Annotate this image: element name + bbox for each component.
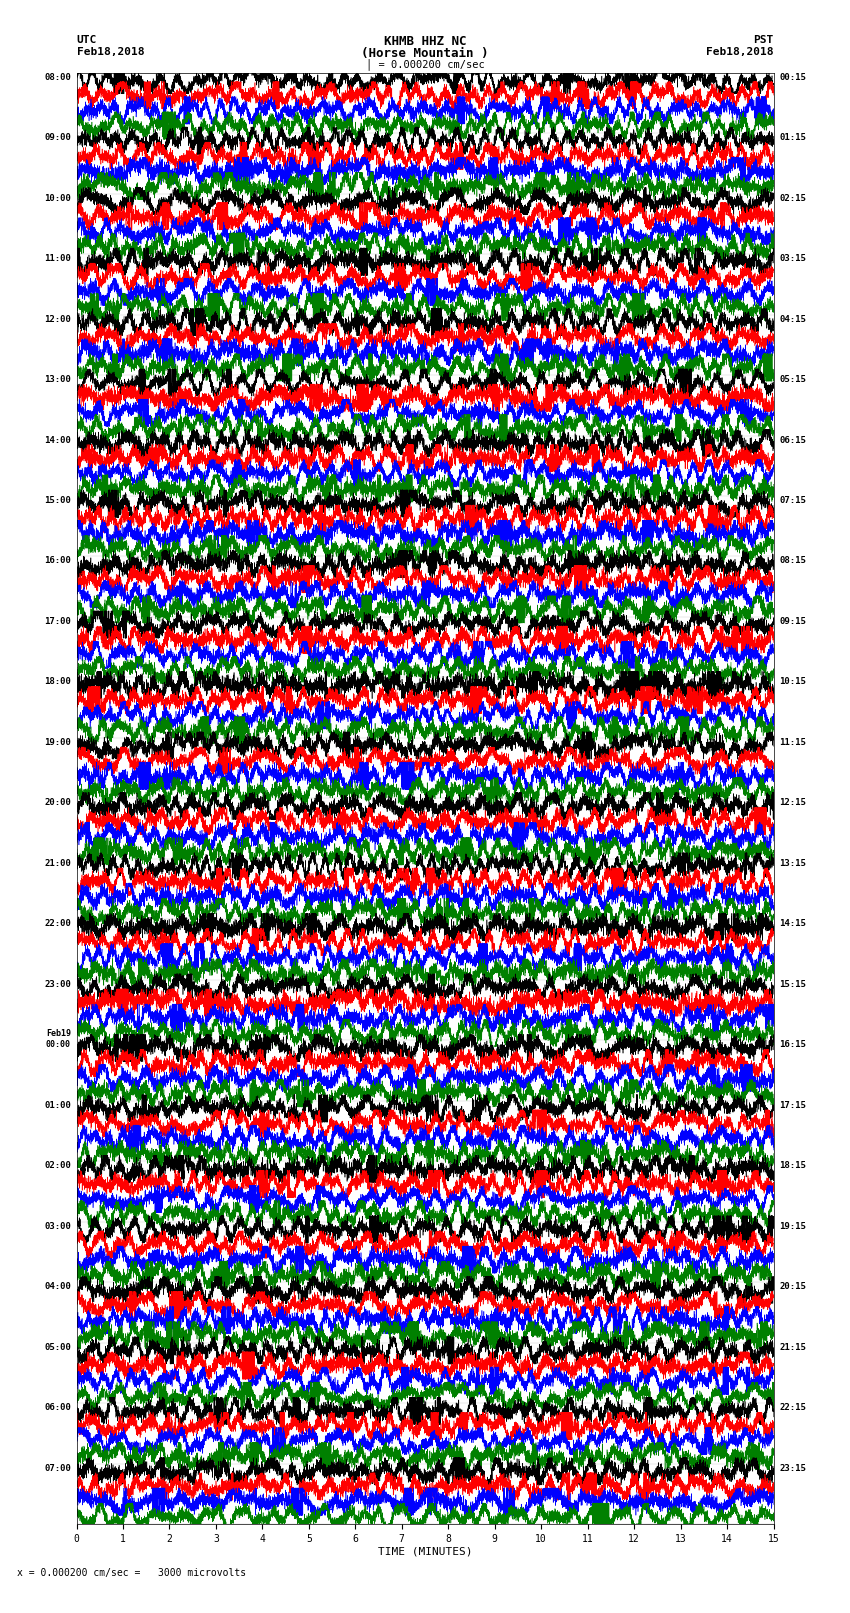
Text: 07:00: 07:00 <box>44 1465 71 1473</box>
Text: 16:00: 16:00 <box>44 556 71 566</box>
Text: 09:00: 09:00 <box>44 134 71 142</box>
Text: 02:00: 02:00 <box>44 1161 71 1171</box>
Text: 05:15: 05:15 <box>779 376 806 384</box>
Text: 04:15: 04:15 <box>779 315 806 324</box>
Text: 04:00: 04:00 <box>44 1282 71 1292</box>
Text: 06:00: 06:00 <box>44 1403 71 1413</box>
Text: Feb18,2018: Feb18,2018 <box>706 47 774 56</box>
Text: 11:00: 11:00 <box>44 255 71 263</box>
Text: 10:15: 10:15 <box>779 677 806 687</box>
Text: 18:15: 18:15 <box>779 1161 806 1171</box>
Text: 20:00: 20:00 <box>44 798 71 808</box>
Text: 00:00: 00:00 <box>46 1040 71 1050</box>
Text: 10:00: 10:00 <box>44 194 71 203</box>
Text: 07:15: 07:15 <box>779 497 806 505</box>
X-axis label: TIME (MINUTES): TIME (MINUTES) <box>377 1547 473 1557</box>
Text: 17:00: 17:00 <box>44 618 71 626</box>
Text: 22:15: 22:15 <box>779 1403 806 1413</box>
Text: x = 0.000200 cm/sec =   3000 microvolts: x = 0.000200 cm/sec = 3000 microvolts <box>17 1568 246 1578</box>
Text: 20:15: 20:15 <box>779 1282 806 1292</box>
Text: 08:00: 08:00 <box>44 73 71 82</box>
Text: 15:00: 15:00 <box>44 497 71 505</box>
Text: 08:15: 08:15 <box>779 556 806 566</box>
Text: PST: PST <box>753 35 774 45</box>
Text: 18:00: 18:00 <box>44 677 71 687</box>
Text: 09:15: 09:15 <box>779 618 806 626</box>
Text: 01:15: 01:15 <box>779 134 806 142</box>
Text: 15:15: 15:15 <box>779 979 806 989</box>
Text: 05:00: 05:00 <box>44 1342 71 1352</box>
Text: UTC: UTC <box>76 35 97 45</box>
Text: 13:15: 13:15 <box>779 858 806 868</box>
Text: 19:00: 19:00 <box>44 739 71 747</box>
Text: 12:00: 12:00 <box>44 315 71 324</box>
Text: 21:15: 21:15 <box>779 1342 806 1352</box>
Text: 23:00: 23:00 <box>44 979 71 989</box>
Text: Feb18,2018: Feb18,2018 <box>76 47 144 56</box>
Text: 02:15: 02:15 <box>779 194 806 203</box>
Text: 17:15: 17:15 <box>779 1100 806 1110</box>
Text: 14:15: 14:15 <box>779 919 806 929</box>
Text: 01:00: 01:00 <box>44 1100 71 1110</box>
Text: (Horse Mountain ): (Horse Mountain ) <box>361 47 489 60</box>
Text: 22:00: 22:00 <box>44 919 71 929</box>
Text: 23:15: 23:15 <box>779 1465 806 1473</box>
Text: 03:15: 03:15 <box>779 255 806 263</box>
Text: 11:15: 11:15 <box>779 739 806 747</box>
Text: 03:00: 03:00 <box>44 1223 71 1231</box>
Text: 00:15: 00:15 <box>779 73 806 82</box>
Text: │ = 0.000200 cm/sec: │ = 0.000200 cm/sec <box>366 58 484 69</box>
Text: 19:15: 19:15 <box>779 1223 806 1231</box>
Text: 16:15: 16:15 <box>779 1040 806 1050</box>
Text: 21:00: 21:00 <box>44 858 71 868</box>
Text: 12:15: 12:15 <box>779 798 806 808</box>
Text: 14:00: 14:00 <box>44 436 71 445</box>
Text: 13:00: 13:00 <box>44 376 71 384</box>
Text: 06:15: 06:15 <box>779 436 806 445</box>
Text: KHMB HHZ NC: KHMB HHZ NC <box>383 35 467 48</box>
Text: Feb19: Feb19 <box>46 1029 71 1039</box>
